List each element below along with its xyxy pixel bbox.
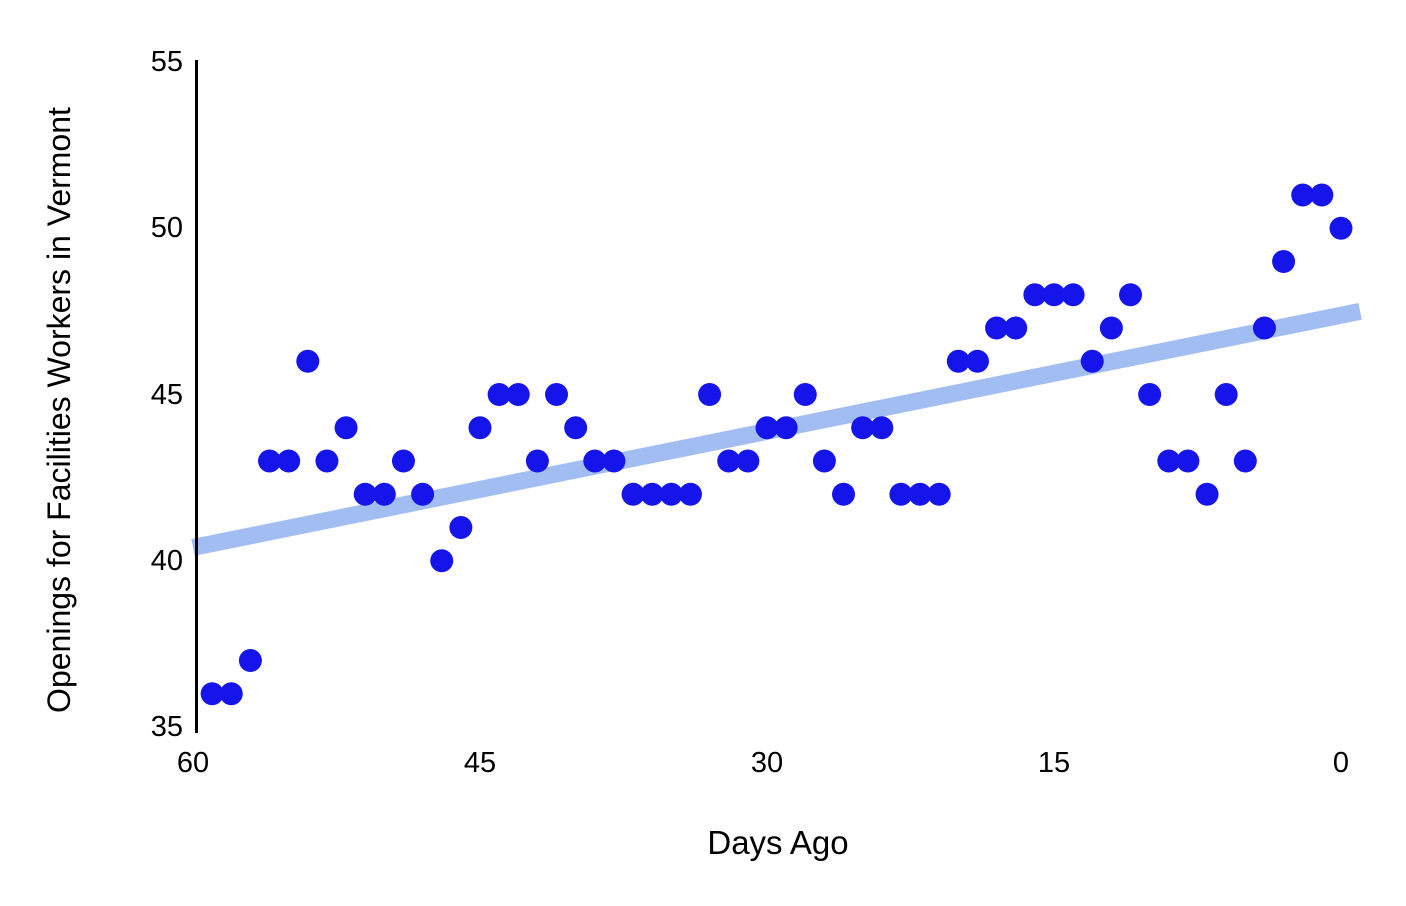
data-point [927,482,951,506]
data-point [832,482,856,506]
data-point [908,482,932,506]
data-point [621,482,645,506]
data-point [965,349,989,373]
data-point [1195,482,1219,506]
data-point [506,383,530,406]
data-point [296,349,320,373]
data-point [678,482,702,506]
data-point [1291,183,1315,207]
data-point [411,482,435,506]
data-point [946,349,970,373]
data-point [1080,349,1104,373]
data-point [449,516,473,539]
x-tick-label: 45 [463,747,497,779]
data-point [659,482,683,506]
data-point [430,549,454,573]
data-point [1272,250,1296,273]
data-point [468,416,492,440]
data-point [774,416,798,440]
data-point [583,449,607,473]
data-point [372,482,396,506]
data-point [1061,283,1085,307]
x-axis-title: Days Ago [707,824,849,861]
data-point [238,649,262,672]
data-point [353,482,377,506]
data-point [1099,316,1123,340]
x-tick-label: 0 [1332,747,1350,779]
data-point [1233,449,1257,473]
data-point [334,416,358,440]
y-axis-title: Openings for Facilities Workers in Vermo… [41,107,77,713]
data-point [851,416,875,440]
data-point [717,449,741,473]
data-point [1157,449,1181,473]
data-point [755,416,779,440]
x-tick-label: 30 [750,747,784,779]
x-tick-label: 15 [1037,747,1071,779]
y-tick-label: 45 [150,378,183,411]
data-point [812,449,836,473]
data-point [793,383,817,406]
data-point [391,449,415,473]
data-point [736,449,760,473]
data-point [487,383,511,406]
data-point [602,449,626,473]
y-tick-label: 55 [150,46,183,78]
data-point [698,383,722,406]
data-point [258,449,282,473]
data-point [564,416,588,440]
y-tick-label: 40 [150,544,183,577]
x-tick-label: 60 [176,747,210,779]
data-point [1119,283,1143,307]
data-point [985,316,1009,340]
y-tick-label: 50 [150,212,183,245]
data-point [1004,316,1028,340]
data-point [315,449,339,473]
data-point [889,482,913,506]
data-point [1310,183,1334,207]
y-tick-label: 35 [150,711,183,743]
data-point [1138,383,1162,406]
data-point [1023,283,1047,307]
data-point [1214,383,1238,406]
data-point [219,682,243,706]
data-point [1252,316,1276,340]
data-point [1329,216,1353,240]
data-point [277,449,301,473]
data-point [640,482,664,506]
data-point [200,682,224,706]
data-point [525,449,549,473]
data-point [1176,449,1200,473]
data-point [870,416,894,440]
data-point [1042,283,1066,307]
data-point [545,383,569,406]
